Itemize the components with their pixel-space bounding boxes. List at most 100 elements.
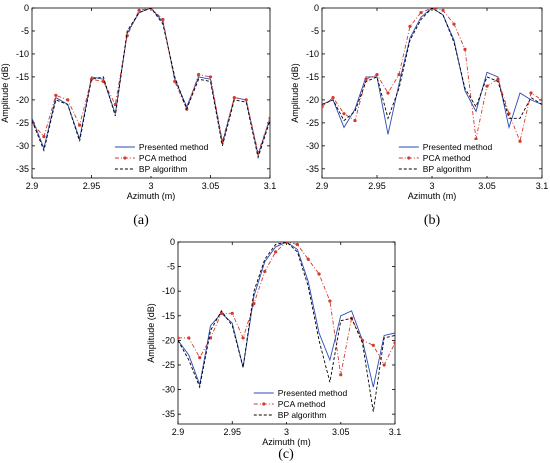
series-line-0	[178, 242, 395, 388]
series-point-1	[78, 123, 82, 127]
chart-panel-1: 2.9 2.95 3 3.05 3.1 0 -5 -10 -15 -20 -25 -30 -35 Azim…	[0, 3, 276, 228]
series-point-1	[382, 363, 386, 367]
series-point-1	[244, 98, 248, 102]
x-tick-label: 3.05	[202, 181, 220, 191]
y-tick-label: -5	[167, 262, 175, 272]
legend-marker-1	[262, 402, 266, 406]
x-axis-label: Azimuth (m)	[262, 437, 311, 447]
series-point-1	[496, 77, 500, 81]
series-line-2	[322, 8, 542, 122]
y-axis-label: Amplitude (dB)	[290, 63, 300, 123]
plot-area	[32, 8, 270, 160]
y-tick-label: -5	[21, 26, 29, 36]
series-line-1	[32, 8, 270, 155]
series-point-1	[386, 91, 390, 95]
y-tick-label: -25	[306, 118, 319, 128]
plot-area	[178, 242, 395, 412]
y-tick-label: -10	[162, 286, 175, 296]
x-tick-label: 2.9	[316, 181, 329, 191]
y-tick-label: -15	[162, 311, 175, 321]
series-point-1	[208, 336, 213, 340]
series-line-2	[32, 8, 270, 160]
x-tick-label: 3.05	[332, 427, 350, 437]
y-tick-label: -5	[311, 26, 319, 36]
series-point-1	[137, 8, 141, 12]
x-tick-label: 2.9	[172, 427, 185, 437]
series-point-1	[353, 118, 357, 123]
series-point-1	[331, 95, 335, 100]
x-tick-label: 2.9	[26, 181, 39, 191]
series-point-1	[474, 137, 478, 141]
series-point-1	[371, 343, 375, 347]
x-tick-label: 3.05	[478, 181, 496, 191]
legend-entry-2: BP algorithm	[423, 164, 472, 174]
y-tick-label: -20	[16, 95, 29, 105]
legend-marker-1	[123, 156, 127, 160]
series-point-1	[187, 336, 191, 340]
series-point-1	[178, 336, 180, 340]
x-axis-label: Azimuth (m)	[127, 191, 176, 201]
series-point-1	[452, 22, 456, 26]
y-tick-label: -15	[306, 72, 319, 82]
series-point-1	[408, 24, 412, 28]
legend-entry-0: Presented method	[423, 142, 493, 152]
legend-box	[251, 386, 348, 422]
series-point-1	[274, 250, 278, 254]
y-tick-label: -30	[16, 141, 29, 151]
y-tick-label: -15	[16, 72, 29, 82]
legend-entry-2: BP algorithm	[139, 164, 188, 174]
y-tick-label: -20	[162, 335, 175, 345]
x-tick-label: 3.1	[389, 427, 402, 437]
series-line-1	[322, 8, 542, 143]
x-tick-label: 2.95	[368, 181, 386, 191]
series-point-1	[54, 93, 58, 97]
series-point-1	[101, 79, 105, 84]
x-tick-label: 3	[148, 181, 153, 191]
series-point-1	[397, 73, 401, 77]
y-tick-label: -35	[306, 164, 319, 174]
y-tick-label: -30	[306, 141, 319, 151]
series-point-1	[232, 95, 236, 100]
series-point-1	[219, 311, 223, 315]
legend-box	[396, 140, 493, 176]
series-point-1	[339, 373, 343, 377]
series-point-1	[328, 299, 332, 303]
series-point-1	[322, 105, 324, 109]
y-tick-label: 0	[314, 3, 319, 13]
y-tick-label: -20	[306, 95, 319, 105]
y-tick-label: -30	[162, 385, 175, 395]
series-point-1	[306, 257, 310, 261]
legend-entry-1: PCA method	[278, 399, 326, 409]
series-point-1	[161, 17, 165, 22]
x-axis-label: Azimuth (m)	[408, 191, 457, 201]
chart-panel-2: 2.9 2.95 3 3.05 3.1 0 -5 -10 -15 -20 -25 -30 -35 Azim…	[290, 3, 548, 228]
series-point-1	[441, 8, 445, 12]
y-tick-label: -25	[16, 118, 29, 128]
legend-entry-2: BP algorithm	[278, 410, 327, 420]
series-point-1	[263, 269, 267, 274]
x-tick-label: 2.95	[83, 181, 101, 191]
legend-marker-1	[407, 156, 411, 160]
x-tick-label: 3.1	[536, 181, 549, 191]
chart-panel-3: 2.9 2.95 3 3.05 3.1 0 -5 -10 -15 -20 -25 -30 -35 Azim…	[146, 237, 401, 462]
series-point-1	[393, 341, 395, 345]
legend-entry-1: PCA method	[423, 153, 471, 163]
series-point-1	[173, 79, 177, 84]
y-tick-label: -25	[162, 360, 175, 370]
series-point-1	[198, 355, 202, 360]
y-tick-label: 0	[170, 237, 175, 247]
series-point-1	[252, 301, 256, 306]
y-axis-label: Amplitude (dB)	[0, 63, 10, 123]
series-point-1	[364, 77, 368, 81]
x-tick-label: 3	[284, 427, 289, 437]
legend-entry-1: PCA method	[139, 153, 187, 163]
series-point-1	[529, 91, 533, 95]
x-tick-label: 3.1	[264, 181, 277, 191]
series-point-1	[197, 73, 201, 77]
panel-label: (a)	[133, 213, 149, 228]
y-tick-label: -35	[16, 164, 29, 174]
